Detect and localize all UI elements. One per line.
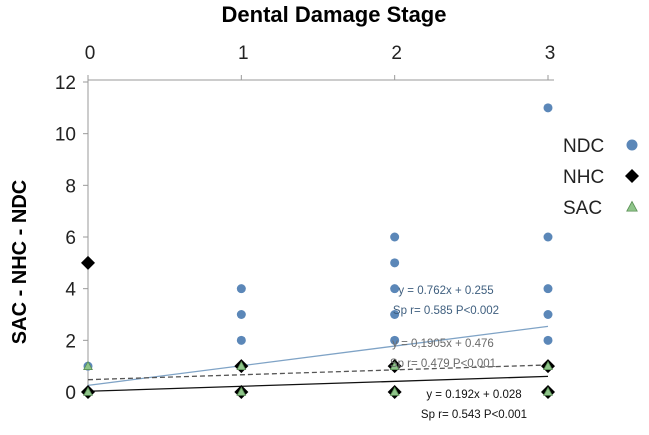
data-point-sac — [236, 360, 247, 370]
x-tick-label: 3 — [545, 43, 556, 64]
annotation-equation-sac: y = 0,1905x + 0.476 — [392, 338, 494, 350]
data-point-ndc — [543, 310, 553, 319]
legend-label: NDC — [563, 136, 604, 157]
y-tick-label: 2 — [65, 331, 76, 352]
legend-marker-sac — [626, 200, 638, 212]
legend-label: NHC — [563, 167, 604, 188]
data-point-ndc — [236, 310, 246, 319]
annotation-stats-ndc: Sp r= 0.585 P<0.002 — [393, 305, 499, 317]
x-tick-label: 0 — [85, 43, 96, 64]
data-point-ndc — [543, 103, 553, 113]
data-point-sac — [389, 360, 400, 370]
annotation-stats-nhc: Sp r= 0.543 P<0.001 — [421, 409, 527, 421]
x-tick-label: 2 — [391, 43, 402, 64]
y-tick-label: 8 — [65, 176, 76, 197]
annotation-stats-sac: Sp r= 0.479 P<0.001 — [390, 358, 496, 370]
legend-label: SAC — [563, 198, 602, 219]
data-point-sac — [389, 386, 400, 396]
trendline-sac — [87, 364, 549, 381]
data-point-sac — [83, 386, 93, 396]
data-point-sac — [83, 360, 93, 370]
data-point-ndc — [390, 258, 400, 268]
y-axis-label: SAC - NHC - NDC — [9, 180, 31, 344]
y-tick-label: 0 — [65, 383, 76, 404]
data-point-sac — [543, 386, 553, 396]
series-sac — [83, 360, 553, 396]
data-point-ndc — [543, 232, 553, 242]
legend-marker-ndc — [626, 139, 638, 151]
y-tick-label: 4 — [65, 280, 76, 301]
x-tick-label: 1 — [238, 43, 249, 64]
data-point-nhc — [81, 255, 95, 270]
y-tick-label: 6 — [65, 228, 76, 249]
data-point-ndc — [390, 335, 400, 345]
data-point-ndc — [543, 284, 553, 294]
annotation-equation-ndc: y = 0.762x + 0.255 — [398, 285, 493, 297]
chart-title: Dental Damage Stage — [222, 2, 447, 27]
data-point-sac — [236, 386, 247, 396]
legend-entry-nhc: NHC — [563, 167, 639, 188]
y-tick-label: 10 — [55, 125, 76, 146]
legend-marker-nhc — [625, 169, 639, 183]
data-point-ndc — [390, 232, 400, 242]
y-tick-label: 12 — [55, 73, 76, 94]
legend-entry-ndc: NDC — [563, 136, 638, 157]
series-ndc — [83, 103, 553, 371]
data-point-sac — [543, 360, 553, 370]
data-point-ndc — [543, 335, 553, 345]
data-point-ndc — [236, 284, 246, 294]
data-point-ndc — [390, 310, 400, 319]
data-point-ndc — [390, 284, 400, 294]
trendline-ndc — [87, 325, 549, 387]
legend-entry-sac: SAC — [563, 198, 638, 219]
annotation-equation-nhc: y = 0.192x + 0.028 — [426, 389, 521, 401]
data-point-ndc — [236, 335, 246, 345]
trendline-nhc — [87, 375, 549, 392]
